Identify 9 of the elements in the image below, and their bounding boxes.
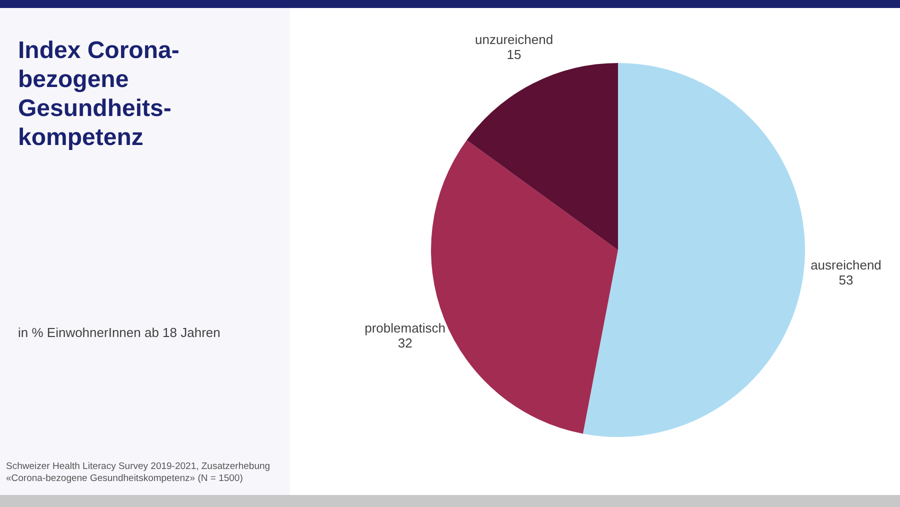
slice-label: ausreichend — [810, 258, 882, 273]
slice-label: unzureichend — [475, 32, 554, 47]
data-label: 53 — [838, 272, 854, 288]
slice-label: problematisch — [364, 320, 446, 336]
text: Index Corona-bezogene Gesundheits-kompetenz — [18, 36, 180, 152]
text: Schweizer Health Literacy Survey 2019-2021, Zusatzerhebung «Corona-bezogene Gesundheitskompetenz» (N = 1500) — [6, 461, 272, 485]
data-label: 32 — [398, 335, 412, 350]
text: in % EinwohnerInnen ab 18 Jahren — [18, 325, 220, 340]
data-label: 15 — [506, 46, 522, 62]
